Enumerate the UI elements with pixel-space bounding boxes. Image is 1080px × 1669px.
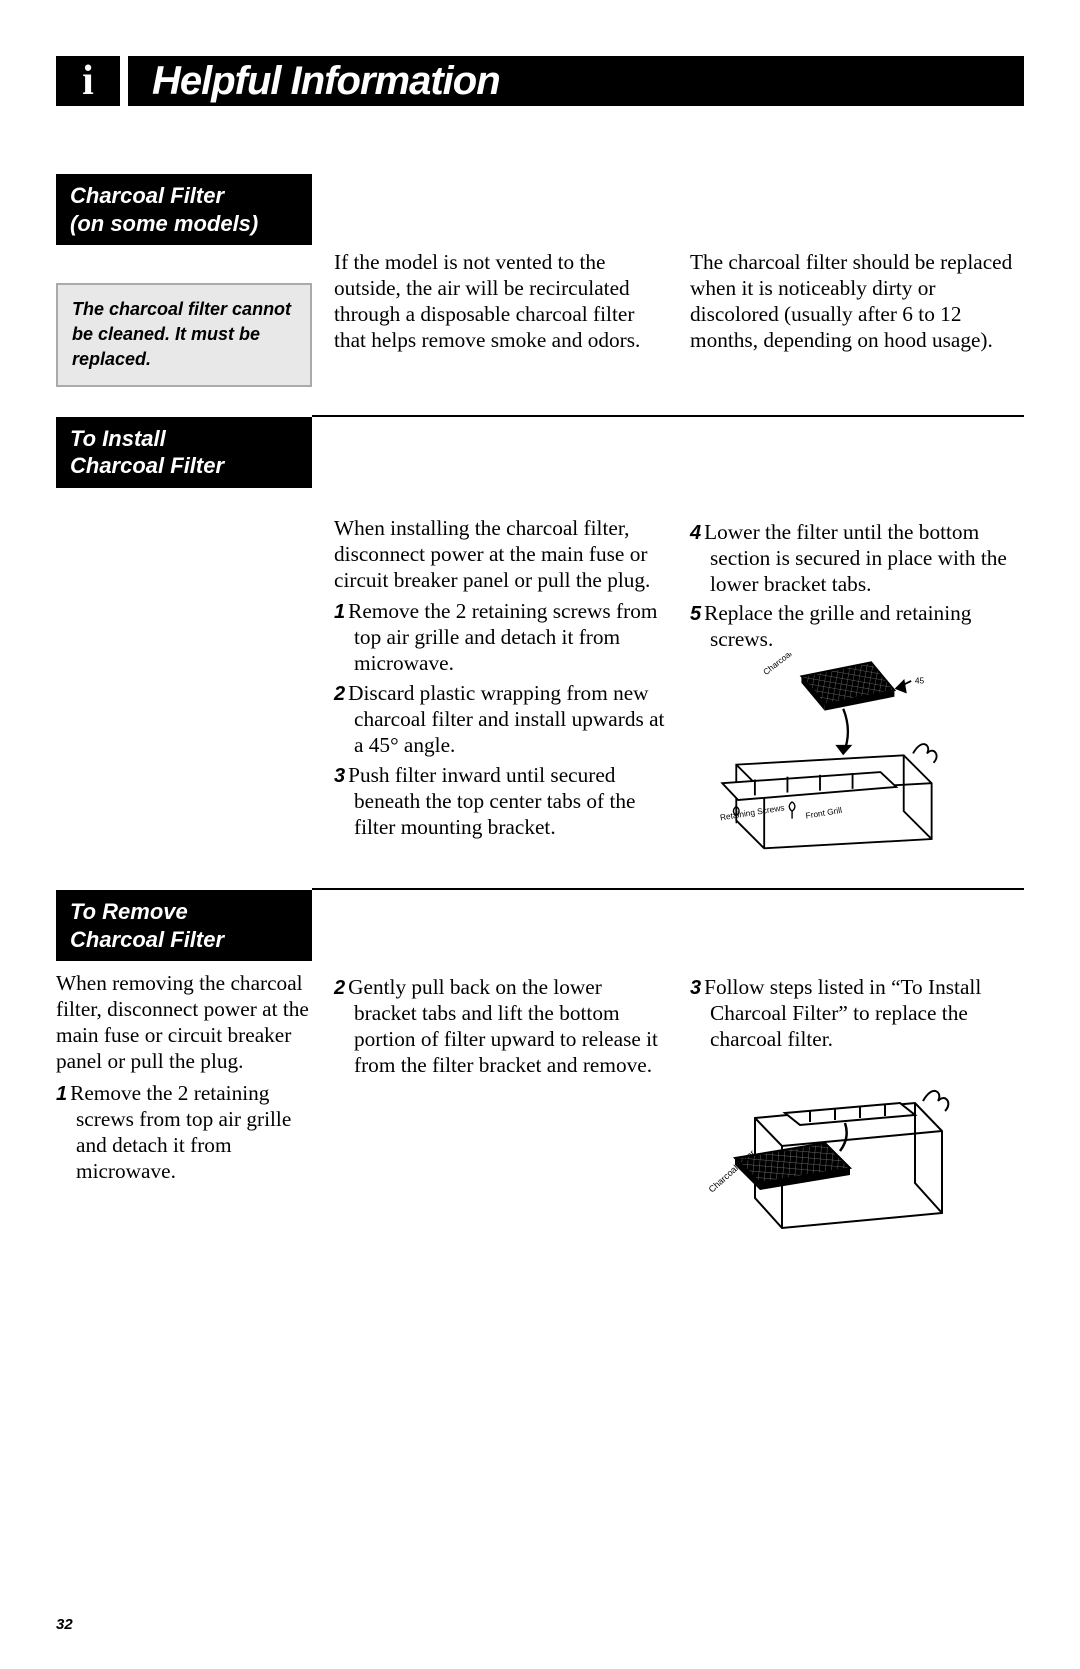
section3-col-c: 3Follow steps listed in “To Install Char… [690, 971, 1024, 1250]
section-rule [312, 415, 1024, 417]
step-text: Replace the grille and retaining screws. [704, 601, 971, 651]
page-header: i Helpful Information [56, 56, 1024, 106]
angle-label: 45 [915, 676, 925, 686]
page-number: 32 [56, 1616, 73, 1633]
install-diagram: 45 Charcoal Filter Retaining Screws Fron… [690, 653, 950, 853]
section-heading: To Remove Charcoal Filter [56, 890, 312, 961]
section3-col-b: 2Gently pull back on the lower bracket t… [334, 971, 668, 1250]
install-step: 4Lower the filter until the bottom secti… [690, 520, 1024, 598]
section2-left-spacer [56, 516, 312, 861]
header-gap [120, 56, 128, 106]
install-intro: When installing the charcoal filter, dis… [334, 516, 668, 594]
section-heading: To Install Charcoal Filter [56, 417, 312, 488]
section1-col-b: The charcoal filter should be replaced w… [690, 250, 1024, 387]
section3-col-a: When removing the charcoal filter, disco… [56, 971, 312, 1250]
section-remove-filter: To Remove Charcoal Filter When removing … [56, 888, 1024, 1250]
section2-col-a: When installing the charcoal filter, dis… [334, 516, 668, 861]
remove-diagram: Charcoal Filter [690, 1063, 950, 1243]
remove-step: 2Gently pull back on the lower bracket t… [334, 975, 668, 1079]
install-step: 3Push filter inward until secured beneat… [334, 763, 668, 841]
section-charcoal-filter: Charcoal Filter (on some models) The cha… [56, 174, 1024, 387]
note-box: The charcoal filter cannot be cleaned. I… [56, 283, 312, 387]
step-text: Remove the 2 retaining screws from top a… [348, 599, 657, 675]
section2-col-b: 4Lower the filter until the bottom secti… [690, 516, 1024, 861]
section-heading: Charcoal Filter (on some models) [56, 174, 312, 245]
section-install-filter: To Install Charcoal Filter When installi… [56, 415, 1024, 861]
page-title: Helpful Information [128, 56, 1024, 106]
remove-step: 1Remove the 2 retaining screws from top … [56, 1081, 312, 1185]
remove-step: 3Follow steps listed in “To Install Char… [690, 975, 1024, 1053]
filter-label: Charcoal Filter [761, 653, 810, 677]
section1-col-a: If the model is not vented to the outsid… [334, 250, 668, 387]
remove-intro: When removing the charcoal filter, disco… [56, 971, 312, 1075]
install-step: 2Discard plastic wrapping from new charc… [334, 681, 668, 759]
step-text: Gently pull back on the lower bracket ta… [348, 975, 658, 1077]
info-icon: i [56, 56, 120, 106]
step-text: Push filter inward until secured beneath… [348, 763, 635, 839]
install-step: 1Remove the 2 retaining screws from top … [334, 599, 668, 677]
step-text: Follow steps listed in “To Install Charc… [704, 975, 981, 1051]
install-step: 5Replace the grille and retaining screws… [690, 601, 1024, 653]
step-text: Lower the filter until the bottom sectio… [704, 520, 1007, 596]
step-text: Remove the 2 retaining screws from top a… [70, 1081, 291, 1183]
section-rule [312, 888, 1024, 890]
step-text: Discard plastic wrapping from new charco… [348, 681, 664, 757]
